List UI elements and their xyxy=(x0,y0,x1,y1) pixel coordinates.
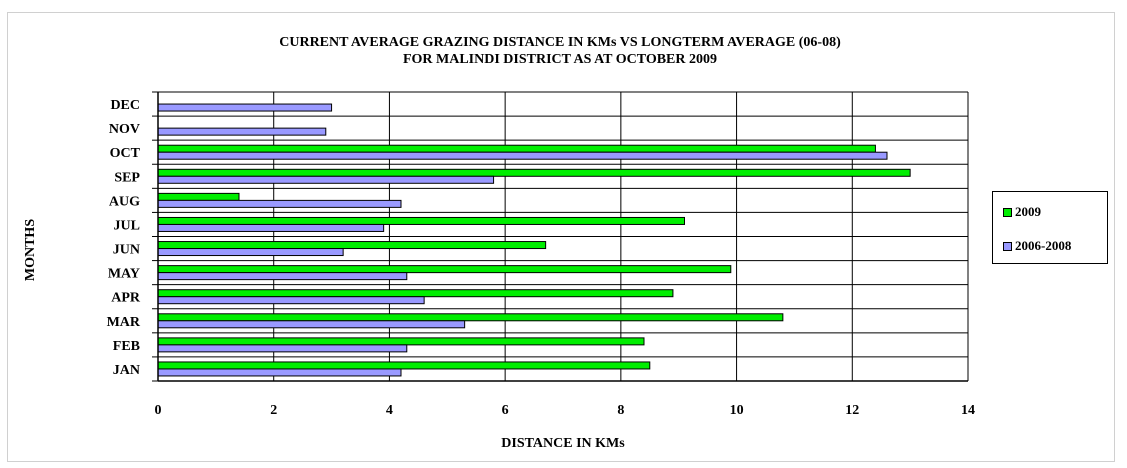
legend: 2009 2006-2008 xyxy=(992,191,1108,264)
x-tick-label: 8 xyxy=(617,403,624,418)
bar-2009-jul xyxy=(157,216,685,225)
y-tick-label: OCT xyxy=(110,146,141,161)
bar-2006-2008-jan xyxy=(157,368,402,377)
chart-title-line-2: FOR MALINDI DISTRICT AS AT OCTOBER 2009 xyxy=(402,52,718,67)
x-tick-label: 4 xyxy=(386,403,393,418)
legend-swatch-2006-2008 xyxy=(1003,241,1012,251)
legend-label-2009: 2009 xyxy=(1015,204,1041,219)
legend-label-2006-2008: 2006-2008 xyxy=(1015,238,1072,253)
y-tick-label: DEC xyxy=(110,98,140,113)
y-tick-label: NOV xyxy=(109,122,140,137)
bar-2006-2008-dec xyxy=(157,103,333,112)
x-tick-label: 0 xyxy=(155,403,162,418)
bar-2009-aug xyxy=(157,192,240,201)
y-tick-label: APR xyxy=(111,291,141,306)
bar-2006-2008-nov xyxy=(157,127,327,136)
bar-2009-mar xyxy=(157,313,784,322)
bar-2006-2008-may xyxy=(157,272,408,281)
bar-2006-2008-feb xyxy=(157,344,408,353)
y-tick-label: JUL xyxy=(114,218,140,233)
chart-title-line-1: CURRENT AVERAGE GRAZING DISTANCE IN KMs … xyxy=(279,35,841,50)
bar-2006-2008-jul xyxy=(157,223,385,232)
bar-2006-2008-jun xyxy=(157,248,344,257)
y-tick-label: JUN xyxy=(113,243,140,258)
bar-2006-2008-oct xyxy=(157,151,888,160)
bar-2009-oct xyxy=(157,144,876,153)
y-tick-label: FEB xyxy=(113,339,140,354)
bar-2009-apr xyxy=(157,289,674,298)
x-tick-label: 6 xyxy=(502,403,509,418)
y-tick-label: MAY xyxy=(108,267,140,282)
legend-item-2006-2008: 2006-2008 xyxy=(1003,238,1071,254)
x-tick-label: 2 xyxy=(270,403,277,418)
y-tick-label: MAR xyxy=(107,315,141,330)
bar-2009-jun xyxy=(157,241,547,250)
y-tick-label: SEP xyxy=(114,170,140,185)
x-tick-label: 12 xyxy=(845,403,859,418)
bar-2006-2008-aug xyxy=(157,199,402,208)
bar-2006-2008-sep xyxy=(157,175,495,184)
bar-2009-jan xyxy=(157,361,651,370)
x-axis-label: DISTANCE IN KMs xyxy=(501,436,625,451)
legend-swatch-2009 xyxy=(1003,207,1012,217)
bar-2006-2008-apr xyxy=(157,296,425,305)
bar-2009-sep xyxy=(157,168,911,177)
x-tick-label: 14 xyxy=(961,403,975,418)
legend-item-2009: 2009 xyxy=(1003,204,1041,220)
bar-2009-may xyxy=(157,265,732,274)
bar-2009-feb xyxy=(157,337,645,346)
y-tick-label: AUG xyxy=(109,194,140,209)
bar-2006-2008-mar xyxy=(157,320,466,329)
y-tick-label: JAN xyxy=(113,363,140,378)
x-tick-label: 10 xyxy=(730,403,744,418)
